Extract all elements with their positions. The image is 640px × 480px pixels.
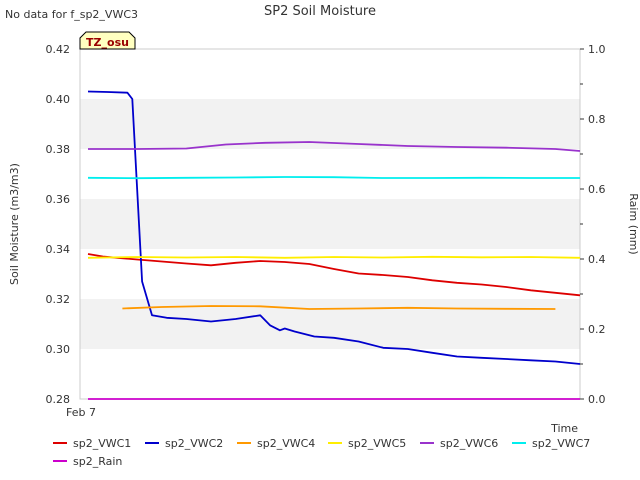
y2-axis-label: Raim (mm): [627, 193, 640, 254]
legend-label: sp2_VWC5: [348, 437, 406, 450]
series-line-sp2_VWC6: [88, 141, 581, 152]
y-axis-label: Soil Moisture (m3/m3): [8, 163, 21, 285]
legend-label: sp2_VWC4: [257, 437, 315, 450]
y-tick-label: 0.36: [46, 193, 71, 206]
series-line-sp2_VWC5: [87, 255, 581, 259]
no-data-notice: No data for f_sp2_VWC3: [5, 8, 138, 21]
legend-label: sp2_VWC7: [532, 437, 590, 450]
legend: sp2_VWC1 sp2_VWC2 sp2_VWC4 sp2_VWC5 sp2_VWC6…: [53, 437, 590, 468]
legend-label: sp2_VWC1: [73, 437, 131, 450]
series-line-sp2_VWC1: [87, 253, 581, 297]
legend-label: sp2_VWC2: [165, 437, 223, 450]
y2-tick-label: 1.0: [588, 43, 606, 56]
series-line-sp2_VWC4: [122, 305, 556, 310]
grid-bands: [80, 99, 580, 349]
station-badge: TZ_osu: [79, 31, 136, 50]
y2-tick-label: 0.2: [588, 323, 606, 336]
y-tick-label: 0.30: [46, 343, 71, 356]
y2-tick-label: 0.4: [588, 253, 606, 266]
y2-tick-label: 0.6: [588, 183, 606, 196]
series-line-sp2_VWC2: [87, 90, 581, 365]
legend-label: sp2_Rain: [73, 455, 122, 468]
station-badge-label: TZ_osu: [86, 36, 129, 49]
y2-tick-label: 0.8: [588, 113, 606, 126]
series-lines: [87, 90, 581, 400]
x-tick-label: Feb 7: [66, 406, 96, 419]
y-tick-label: 0.34: [46, 243, 71, 256]
y-tick-label: 0.28: [46, 393, 71, 406]
grid-band: [80, 99, 580, 149]
y-tick-label: 0.38: [46, 143, 71, 156]
chart-title: SP2 Soil Moisture: [264, 4, 376, 19]
series-line-sp2_VWC7: [87, 176, 580, 180]
grid-band: [80, 199, 580, 249]
y-tick-label: 0.40: [46, 93, 71, 106]
y-axis-right: 0.0 0.2 0.4 0.6 0.8 1.0: [580, 43, 606, 406]
y-axis-left: 0.28 0.30 0.32 0.34 0.36 0.38 0.40 0.42: [46, 43, 71, 406]
y2-tick-label: 0.0: [588, 393, 606, 406]
legend-label: sp2_VWC6: [440, 437, 498, 450]
y-tick-label: 0.42: [46, 43, 71, 56]
y-tick-label: 0.32: [46, 293, 71, 306]
x-axis-label: Time: [550, 422, 578, 435]
